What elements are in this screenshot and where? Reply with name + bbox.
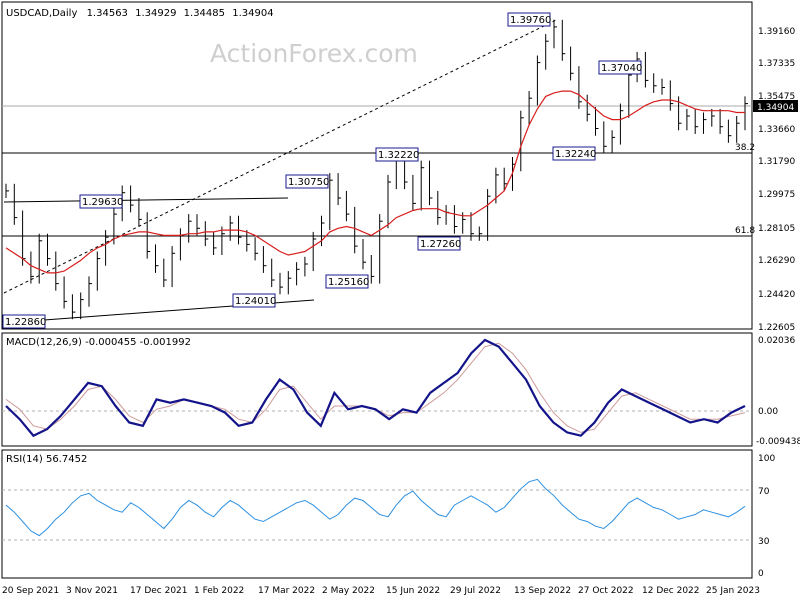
- fib-38-label: 38.2: [735, 143, 755, 153]
- watermark: ActionForex.com: [210, 39, 418, 68]
- x-tick: 17 Mar 2022: [258, 586, 315, 596]
- x-tick: 25 Jan 2023: [706, 586, 760, 596]
- x-tick: 17 Dec 2021: [130, 586, 188, 596]
- price-label-1-22860: 1.22860: [2, 314, 46, 329]
- macd-title: MACD(12,26,9) -0.000455 -0.001992: [6, 337, 191, 348]
- fib-61-label: 61.8: [735, 226, 755, 236]
- price-label-1-30750: 1.30750: [285, 174, 329, 189]
- x-tick: 13 Sep 2022: [514, 586, 571, 596]
- x-tick: 2 May 2022: [322, 586, 375, 596]
- price-label-text: 1.25160: [328, 277, 369, 288]
- rsi-tick: 70: [758, 487, 770, 497]
- price-tick: 1.28105: [758, 224, 795, 234]
- x-tick: 20 Sep 2021: [2, 586, 59, 596]
- price-bars: [5, 19, 748, 320]
- x-tick: 29 Jul 2022: [450, 586, 501, 596]
- rsi-panel: [1, 449, 753, 579]
- macd-tick: -0.009438: [756, 437, 800, 447]
- ohlc-open: 1.34563: [87, 8, 128, 19]
- ohlc-low: 1.34485: [184, 8, 225, 19]
- rsi-title: RSI(14) 56.7452: [6, 454, 87, 465]
- price-label-1-25160: 1.25160: [325, 274, 369, 289]
- ohlc-close: 1.34904: [232, 8, 273, 19]
- price-tick: 1.22605: [758, 323, 795, 333]
- price-tick: 1.33660: [758, 125, 795, 135]
- ohlc-high: 1.34929: [135, 8, 176, 19]
- x-axis: 20 Sep 2021 3 Nov 2021 17 Dec 2021 1 Feb…: [2, 586, 760, 596]
- price-label-text: 1.27260: [420, 239, 461, 250]
- symbol-label: USDCAD,Daily: [6, 8, 77, 19]
- rsi-tick: 0: [758, 569, 764, 579]
- price-label-text: 1.22860: [5, 317, 46, 328]
- price-label-text: 1.39760: [510, 15, 551, 26]
- macd-main-line: [5, 338, 746, 438]
- price-label-1-29630: 1.29630: [79, 194, 123, 209]
- price-label-text: 1.32220: [378, 150, 419, 161]
- price-label-1-39760: 1.39760: [507, 12, 551, 27]
- last-price-tag-text: 1.34904: [757, 103, 794, 113]
- rsi-tick: 100: [758, 454, 775, 464]
- price-label-1-37040: 1.37040: [598, 60, 642, 75]
- macd-y-axis: 0.02036 0.00 -0.009438: [756, 336, 800, 447]
- price-label-text: 1.29630: [82, 197, 123, 208]
- x-tick: 15 Jun 2022: [386, 586, 440, 596]
- price-label-text: 1.37040: [601, 63, 642, 74]
- price-label-text: 1.32240: [555, 149, 596, 160]
- upper-channel-line: [3, 197, 289, 203]
- macd-tick: 0.00: [758, 407, 778, 417]
- price-tick: 1.31790: [758, 157, 795, 167]
- price-tick: 1.26290: [758, 256, 795, 266]
- price-label-1-32240: 1.32240: [552, 146, 596, 161]
- price-label-1-27260: 1.27260: [417, 236, 461, 251]
- x-tick: 3 Nov 2021: [66, 586, 118, 596]
- price-tick: 1.29975: [758, 190, 795, 200]
- price-y-axis: 1.39160 1.37335 1.35475 1.33660 1.31790 …: [758, 27, 795, 333]
- price-panel: [1, 1, 753, 330]
- price-label-1-24010: 1.24010: [232, 293, 276, 308]
- price-tick: 1.35475: [758, 92, 795, 102]
- x-tick: 1 Feb 2022: [194, 586, 244, 596]
- macd-tick: 0.02036: [758, 336, 795, 346]
- x-tick: 12 Dec 2022: [642, 586, 700, 596]
- price-tick: 1.24420: [758, 290, 795, 300]
- last-price-tag: [753, 100, 798, 112]
- price-tick: 1.39160: [758, 27, 795, 37]
- price-tick: 1.37335: [758, 59, 795, 69]
- price-label-text: 1.30750: [288, 177, 329, 188]
- rsi-y-axis: 100 70 30 0: [758, 454, 775, 579]
- rsi-line: [5, 478, 746, 537]
- dotted-trend-line: [3, 19, 557, 294]
- macd-panel: [1, 332, 753, 447]
- rsi-tick: 30: [758, 537, 770, 547]
- price-label-text: 1.24010: [235, 296, 276, 307]
- moving-average-line: [5, 90, 745, 274]
- x-tick: 27 Oct 2022: [578, 586, 634, 596]
- price-title: USDCAD,Daily 1.34563 1.34929 1.34485 1.3…: [6, 8, 274, 19]
- price-label-1-32220: 1.32220: [375, 147, 419, 162]
